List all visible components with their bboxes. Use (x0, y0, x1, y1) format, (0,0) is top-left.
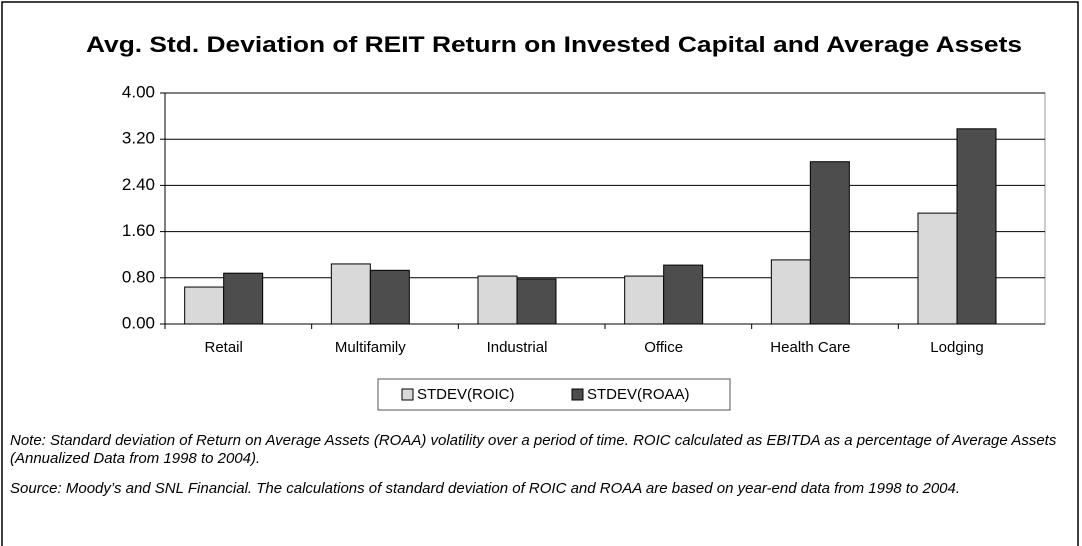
y-tick-label: 0.80 (122, 267, 155, 286)
bar (917, 212, 958, 325)
bar (369, 269, 410, 325)
chart-title: Avg. Std. Deviation of REIT Return on In… (86, 32, 1022, 57)
bar (809, 161, 850, 325)
x-tick-label: Multifamily (335, 339, 406, 356)
legend-label: STDEV(ROAA) (587, 386, 690, 403)
bar (624, 275, 665, 325)
bar (223, 272, 264, 325)
bar (184, 286, 225, 325)
x-tick-label: Health Care (770, 339, 850, 356)
bar (330, 263, 371, 325)
y-tick-label: 3.20 (122, 129, 155, 148)
source: Source: Moody’s and SNL Financial. The c… (10, 480, 961, 497)
legend-label: STDEV(ROIC) (417, 386, 515, 403)
bar (663, 264, 704, 325)
bar (770, 259, 811, 325)
legend-box (377, 378, 731, 411)
plot-area (164, 92, 1046, 325)
x-tick-label: Retail (204, 339, 242, 356)
legend-swatch (571, 388, 584, 401)
y-tick-label: 0.00 (122, 313, 155, 332)
x-tick-label: Industrial (487, 339, 548, 356)
bar (956, 128, 997, 325)
x-tick-label: Lodging (930, 339, 983, 356)
legend-swatch (401, 388, 414, 401)
note: Note: Standard deviation of Return on Av… (10, 432, 1057, 467)
x-tick-label: Office (644, 339, 683, 356)
bar (477, 275, 518, 325)
bar (516, 278, 557, 325)
y-tick-label: 2.40 (122, 175, 155, 194)
y-tick-label: 1.60 (122, 221, 155, 240)
y-tick-label: 4.00 (122, 82, 155, 101)
